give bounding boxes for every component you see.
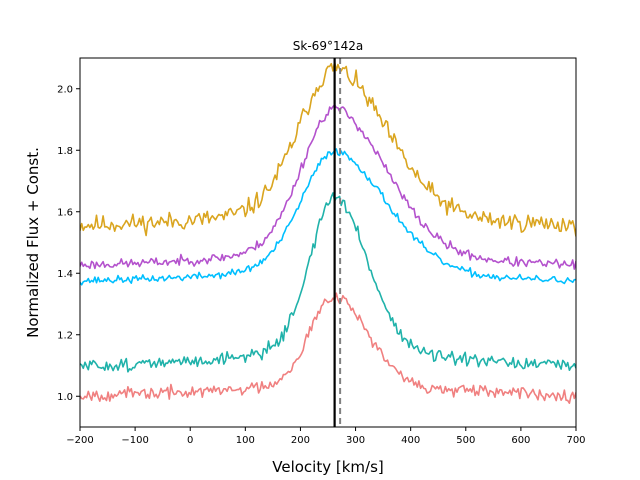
y-tick-label: 1.4 xyxy=(57,269,73,280)
reference-lines xyxy=(333,58,342,427)
x-tick-label: 200 xyxy=(291,435,310,446)
y-axis-label: Normalized Flux + Const. xyxy=(24,147,42,338)
y-tick-label: 1.2 xyxy=(57,330,73,341)
y-tick-label: 1.8 xyxy=(57,146,73,157)
x-tick-label: 500 xyxy=(456,435,475,446)
x-axis-ticks: −200 −100 0 100 200 300 400 500 600 700 xyxy=(66,427,586,446)
x-tick-label: 700 xyxy=(566,435,585,446)
y-tick-label: 2.0 xyxy=(57,84,73,95)
series-line-cyan xyxy=(80,148,576,286)
series-line-violet xyxy=(80,104,576,270)
chart-title: Sk-69°142a xyxy=(293,39,363,53)
series-line-orange xyxy=(80,61,576,237)
x-tick-label: 100 xyxy=(236,435,255,446)
x-tick-label: −100 xyxy=(121,435,148,446)
plot-frame xyxy=(79,57,577,428)
x-tick-label: −200 xyxy=(66,435,93,446)
y-tick-label: 1.0 xyxy=(57,392,73,403)
x-tick-label: 400 xyxy=(401,435,420,446)
x-tick-label: 600 xyxy=(511,435,530,446)
series-line-teal xyxy=(80,192,576,373)
series-line-salmon xyxy=(80,292,576,404)
y-tick-label: 1.6 xyxy=(57,207,73,218)
x-tick-label: 0 xyxy=(187,435,193,446)
x-axis-label: Velocity [km/s] xyxy=(272,458,383,476)
x-tick-label: 300 xyxy=(346,435,365,446)
y-axis-ticks: 1.0 1.2 1.4 1.6 1.8 2.0 xyxy=(57,84,80,403)
series-layer xyxy=(80,61,576,404)
